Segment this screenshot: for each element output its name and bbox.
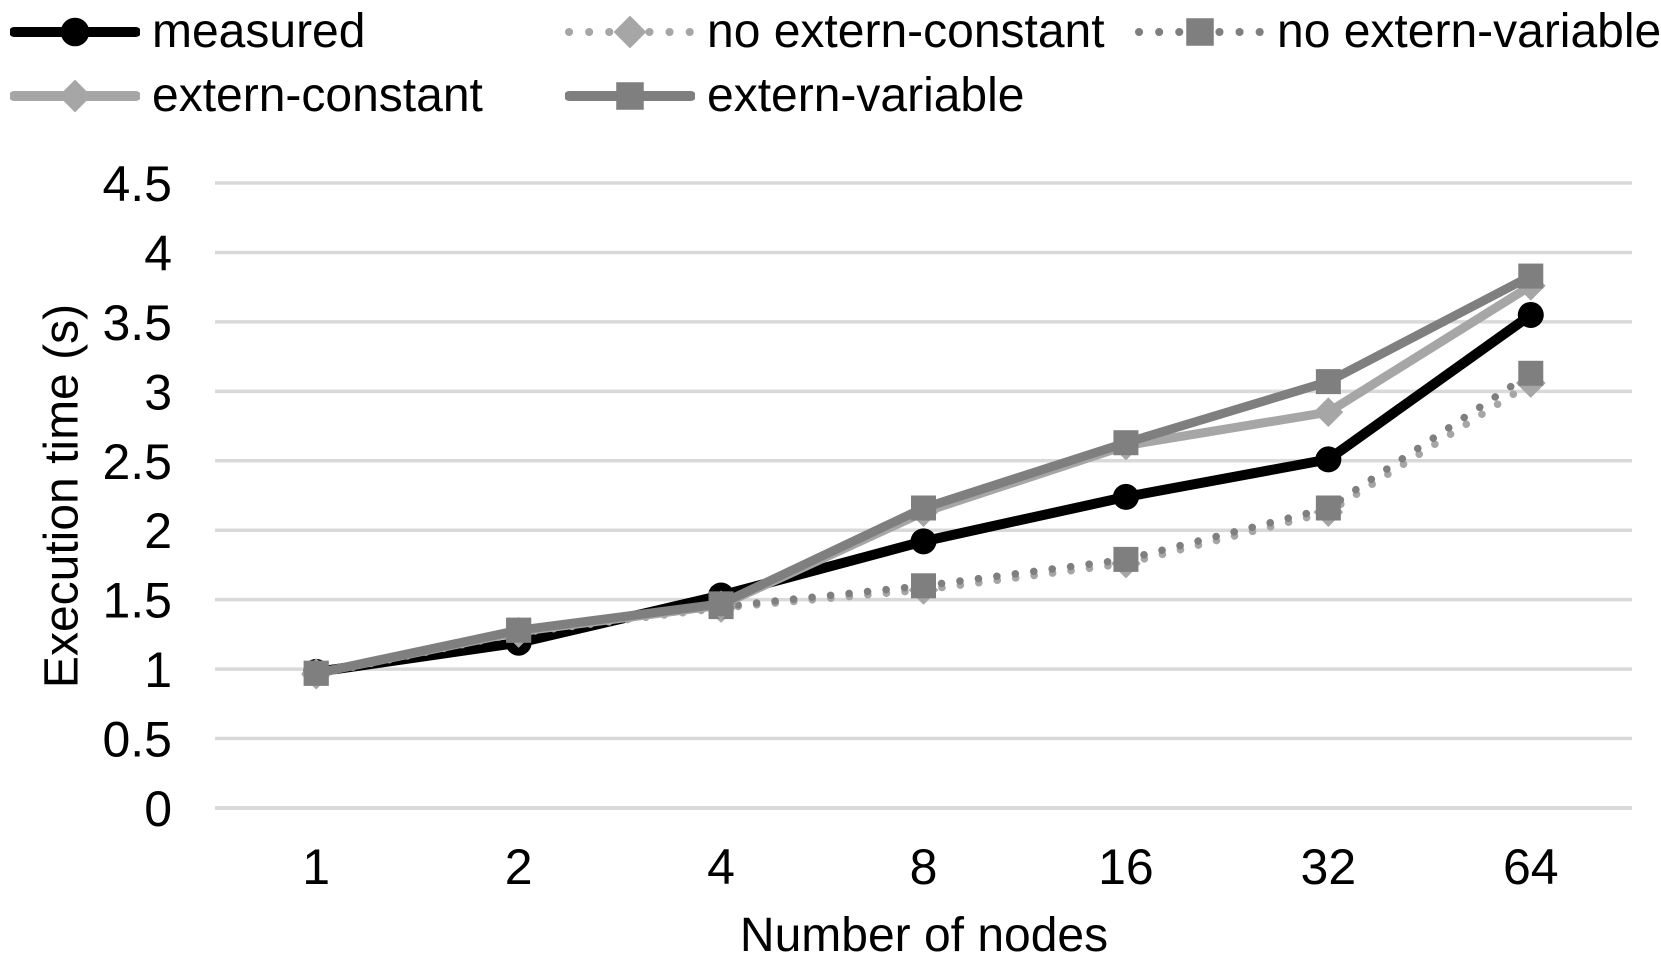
y-tick-label: 0.5	[102, 712, 172, 768]
y-axis-title: Execution time (s)	[35, 303, 89, 689]
square-marker-extern-variable	[1113, 430, 1139, 456]
legend-key-measured	[10, 17, 140, 47]
diamond-marker-extern-constant	[1313, 397, 1344, 428]
circle-marker-measured	[60, 17, 90, 47]
legend-item-extern-variable: extern-variable	[555, 64, 1125, 128]
x-axis-title: Number of nodes	[739, 909, 1109, 958]
square-marker-extern-variable	[1518, 263, 1544, 289]
legend-item-no-extern-variable: no extern-variable	[1125, 0, 1661, 64]
legend-key-no-extern-variable	[1135, 18, 1265, 46]
legend-label: extern-variable	[707, 69, 1025, 122]
y-tick-label: 4	[144, 225, 172, 281]
square-marker-extern-variable	[303, 660, 329, 686]
circle-marker-measured	[910, 528, 937, 555]
square-marker-extern-variable	[911, 495, 936, 521]
y-tick-label: 3	[144, 364, 172, 420]
legend-label: no extern-variable	[1277, 5, 1661, 58]
y-tick-label: 4.5	[102, 156, 172, 212]
legend-item-no-extern-constant: no extern-constant	[555, 0, 1125, 64]
square-marker-no-extern-variable	[1186, 18, 1214, 46]
series-line-extern-constant	[311, 281, 1536, 678]
y-tick-label: 0	[144, 781, 172, 837]
square-marker-no-extern-variable	[911, 573, 936, 599]
legend-key-no-extern-constant	[565, 15, 695, 49]
square-marker-no-extern-variable	[1518, 360, 1544, 386]
x-tick-label: 2	[505, 839, 533, 895]
legend-label: measured	[152, 5, 366, 58]
chart-legend: measured no extern-constant no extern-vari…	[0, 0, 1661, 128]
x-tick-label: 32	[1301, 839, 1357, 895]
legend-label: extern-constant	[152, 69, 483, 122]
x-tick-label: 4	[707, 839, 735, 895]
y-tick-label: 3.5	[102, 295, 172, 351]
circle-marker-measured	[1112, 483, 1139, 510]
x-tick-label: 8	[910, 839, 938, 895]
circle-marker-measured	[1315, 446, 1342, 473]
diamond-marker-extern-constant	[58, 79, 92, 113]
square-marker-no-extern-variable	[1315, 495, 1341, 521]
y-tick-label: 2	[144, 503, 172, 559]
legend-label: no extern-constant	[707, 5, 1105, 58]
y-tick-label: 1.5	[102, 573, 172, 629]
y-tick-label: 2.5	[102, 434, 172, 490]
series-line-extern-variable	[311, 271, 1536, 678]
square-marker-extern-variable	[506, 617, 532, 643]
circle-marker-measured	[1517, 301, 1544, 328]
legend-key-extern-constant	[10, 79, 140, 113]
square-marker-extern-variable	[1315, 369, 1341, 395]
x-tick-label: 1	[302, 839, 330, 895]
square-marker-extern-variable	[708, 591, 734, 617]
square-marker-no-extern-variable	[1113, 546, 1139, 572]
x-tick-label: 64	[1503, 839, 1559, 895]
legend-key-extern-variable	[565, 82, 695, 110]
legend-item-extern-constant: extern-constant	[0, 64, 555, 128]
x-tick-label: 16	[1098, 839, 1154, 895]
square-marker-extern-variable	[616, 82, 644, 110]
legend-item-measured: measured	[0, 0, 555, 64]
y-tick-label: 1	[144, 642, 172, 698]
